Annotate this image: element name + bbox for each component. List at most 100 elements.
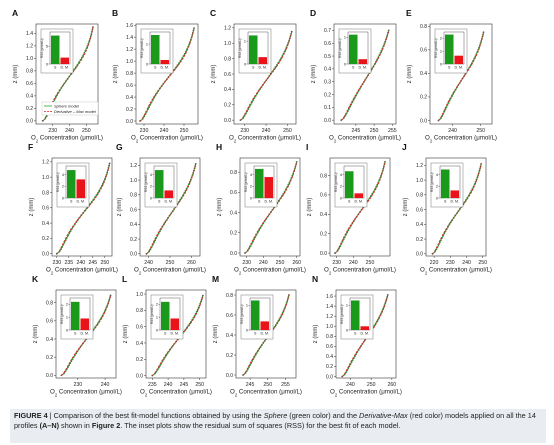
- x-axis-label: O2 Concentration (μmol/L): [50, 389, 122, 398]
- y-tick-label: 0.6: [420, 48, 427, 54]
- x-tick-label: 220: [430, 260, 439, 266]
- inset-bar-sphere: [67, 170, 76, 198]
- y-tick-label: 0.2: [320, 231, 327, 237]
- inset-y-tick-label: 2: [440, 37, 442, 41]
- inset-category-label: S: [354, 332, 357, 336]
- y-tick-label: 0.2: [420, 95, 427, 101]
- inset-y-axis-label: RSS (μmol/L)²: [238, 38, 242, 58]
- panel-n: N 0.0 0.2 0.4 0.6 0.8 1.0 1.2 1.4 1.6 240 250 260 z (…: [312, 274, 402, 397]
- x-tick-label: 250: [166, 260, 175, 266]
- x-tick-label: 245: [180, 382, 189, 388]
- caption-model-derivative: Derivative-Max: [359, 411, 408, 420]
- y-tick-label: 0.2: [46, 355, 53, 361]
- panel-label: C: [210, 8, 216, 18]
- y-tick-label: 0.8: [320, 173, 327, 179]
- y-tick-label: 0.8: [416, 193, 423, 199]
- inset-y-tick-label: 2: [62, 185, 64, 189]
- inset-category-label: S: [158, 200, 161, 204]
- inset-category-label: S: [348, 200, 351, 204]
- y-tick-label: 0.0: [130, 252, 137, 258]
- inset-frame: [153, 165, 175, 199]
- inset-bar-derivative-max: [80, 318, 89, 330]
- y-tick-label: 0.2: [226, 353, 233, 359]
- series-line-sphere: [334, 161, 386, 254]
- inset-bar-derivative-max: [354, 193, 363, 198]
- inset-frame: [249, 297, 271, 331]
- x-tick-label: 250: [82, 128, 91, 134]
- inset-bar-sphere: [249, 35, 258, 64]
- series-line-derivative-max: [56, 163, 111, 255]
- inset-bar-derivative-max: [450, 190, 459, 198]
- inset-category-label: D. M.: [76, 200, 85, 204]
- inset-category-label: S: [254, 332, 257, 336]
- plot-frame: [429, 23, 493, 125]
- inset-category-label: D. M.: [170, 332, 179, 336]
- y-axis-label: z (mm): [29, 198, 35, 217]
- inset-bar-sphere: [351, 300, 360, 330]
- plot-frame: [145, 289, 207, 379]
- inset-bar-derivative-max: [358, 59, 367, 64]
- y-tick-label: 0.6: [416, 207, 423, 213]
- inset-y-axis-label: RSS (μmol/L)²: [40, 38, 44, 58]
- caption-model-sphere: Sphere: [263, 411, 288, 420]
- x-tick-label: 260: [292, 260, 301, 266]
- caption-text-4: shown in: [59, 421, 92, 430]
- y-tick-label: 0.6: [320, 193, 327, 199]
- inset-y-axis-label: RSS (μmol/L)²: [150, 304, 154, 324]
- inset-bar-sphere: [255, 168, 264, 198]
- inset-y-tick-label: 2: [66, 303, 68, 307]
- panel-label: L: [122, 274, 127, 284]
- inset-category-label: S: [258, 200, 261, 204]
- x-tick-label: 240: [349, 260, 358, 266]
- inset-bar-derivative-max: [454, 55, 463, 64]
- inset-y-tick-label: 1: [156, 316, 158, 320]
- inset-category-label: D. M.: [454, 66, 463, 70]
- y-tick-label: 0.2: [224, 103, 231, 109]
- inset-y-axis-label: RSS (μmol/L)²: [334, 172, 338, 192]
- y-tick-label: 1.0: [224, 41, 231, 47]
- inset-y-axis-label: RSS (μmol/L)²: [338, 38, 342, 58]
- inset-bar-sphere: [151, 35, 160, 64]
- y-tick-label: 0.2: [324, 92, 331, 98]
- y-tick-label: 0.2: [130, 237, 137, 243]
- series-line-derivative-max: [240, 31, 293, 121]
- inset-frame: [247, 31, 269, 65]
- series-line-derivative-max: [340, 30, 390, 121]
- inset-frame: [69, 297, 91, 331]
- x-tick-label: 230: [240, 128, 249, 134]
- y-axis-label: z (mm): [13, 65, 19, 84]
- inset-bar-derivative-max: [258, 57, 267, 64]
- figure-caption: FIGURE 4 | Comparison of the best fit-mo…: [10, 409, 546, 443]
- inset-bar-sphere: [161, 301, 170, 330]
- inset-category-label: S: [54, 66, 57, 70]
- y-tick-label: 0.2: [42, 236, 49, 242]
- panel-label: I: [306, 142, 308, 152]
- x-tick-label: 255: [281, 382, 290, 388]
- x-tick-label: 245: [246, 382, 255, 388]
- series-line-derivative-max: [438, 32, 484, 121]
- inset-bar-sphere: [349, 34, 358, 64]
- inset-category-label: D. M.: [360, 332, 369, 336]
- y-tick-label: 0.4: [224, 87, 231, 93]
- plot-frame: [55, 289, 117, 379]
- x-tick-label: 245: [88, 260, 97, 266]
- y-tick-label: 0.4: [46, 337, 53, 343]
- inset-frame: [159, 297, 181, 331]
- x-tick-label: 250: [180, 128, 189, 134]
- panel-label: J: [402, 142, 407, 152]
- y-tick-label: 1.2: [130, 163, 137, 169]
- y-tick-label: 1.2: [326, 314, 333, 320]
- inset-y-tick-label: 4: [340, 173, 342, 177]
- x-tick-label: 250: [283, 128, 292, 134]
- y-tick-label: 0.4: [130, 222, 137, 228]
- y-tick-label: 0.6: [326, 344, 333, 350]
- y-axis-label: z (mm): [113, 65, 119, 84]
